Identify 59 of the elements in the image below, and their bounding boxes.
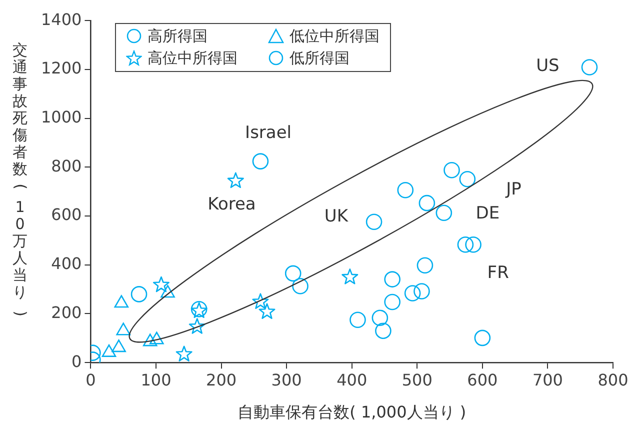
point <box>404 285 421 302</box>
point <box>397 182 414 198</box>
point <box>284 265 302 282</box>
point <box>384 294 400 310</box>
y-tick-label: 1400 <box>41 10 82 29</box>
point <box>384 271 400 288</box>
point <box>252 293 269 309</box>
y-tick-label: 0 <box>72 352 82 371</box>
annotation: Korea <box>208 194 256 215</box>
x-tick-label: 0 <box>86 370 96 390</box>
y-tick-label: 800 <box>51 156 82 176</box>
y-tick-label: 1000 <box>41 107 82 126</box>
x-tick-label: 600 <box>467 370 498 390</box>
x-tick-label: 400 <box>336 370 368 390</box>
x-tick-label: 300 <box>271 370 302 390</box>
point <box>465 236 482 253</box>
point <box>342 268 358 284</box>
point <box>375 322 392 339</box>
point <box>252 153 269 170</box>
point <box>130 286 148 302</box>
annotation: JP <box>505 179 522 200</box>
point <box>227 172 244 188</box>
point <box>350 312 366 328</box>
annotation: UK <box>324 206 349 227</box>
y-tick-label: 1200 <box>41 58 82 78</box>
x-tick-label: 100 <box>140 370 172 390</box>
point <box>366 214 382 230</box>
legend-label: 低位中所得国 <box>290 26 380 46</box>
point <box>414 283 430 300</box>
y-tick-label: 600 <box>51 205 82 224</box>
point <box>292 278 308 294</box>
point <box>444 162 460 178</box>
annotation: US <box>536 56 560 76</box>
annotation: Israel <box>245 122 292 143</box>
point <box>152 276 170 292</box>
text: 交通事故死傷者数( 10万人当り ) <box>11 41 30 316</box>
x-tick-label: 500 <box>402 370 432 390</box>
point <box>459 170 476 188</box>
point <box>188 318 206 334</box>
point <box>474 330 491 346</box>
annotation: FR <box>487 263 510 284</box>
point <box>176 346 192 362</box>
legend-label: 低所得国 <box>290 48 350 68</box>
x-tick-label: 700 <box>532 370 563 390</box>
point <box>372 310 388 326</box>
point <box>581 59 598 76</box>
point <box>418 194 436 212</box>
legend-label: 高位中所得国 <box>148 48 238 68</box>
point <box>457 236 474 253</box>
y-tick-label: 400 <box>51 254 82 274</box>
y-tick-label: 200 <box>51 302 82 322</box>
annotation: DE <box>476 203 500 224</box>
point <box>416 257 434 274</box>
point <box>258 303 276 319</box>
x-tick-label: 800 <box>598 370 628 390</box>
x-tick-label: 200 <box>206 370 237 390</box>
x-axis-title: 自動車保有台数( 1,000人当り ) <box>238 402 466 422</box>
legend-label: 高所得国 <box>148 26 208 46</box>
point <box>436 204 452 222</box>
